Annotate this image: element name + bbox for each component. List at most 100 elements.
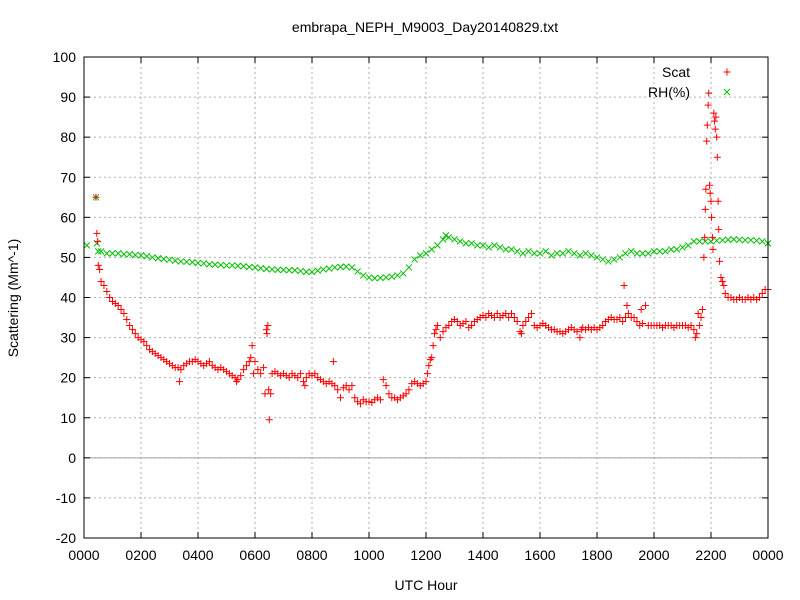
rh-point [131,251,139,259]
scat-point [436,334,444,342]
rh-point [496,244,504,251]
rh-point [228,262,236,269]
scat-point [205,358,213,366]
scat-point [694,310,702,318]
x-tick-label: 0600 [239,547,270,563]
scat-point [693,330,701,338]
rh-point [217,261,225,269]
scat-point [599,322,607,330]
rh-point [194,259,202,267]
scat-point [263,330,271,338]
x-tick-label: 0000 [68,547,99,563]
scat-point [247,354,255,362]
rh-point [622,250,629,257]
rh-point [245,263,253,271]
rh-point [445,234,453,241]
scat-point [329,358,337,366]
grid [84,57,768,538]
scat-point [573,328,581,336]
y-tick-label: 0 [68,450,76,466]
chart-title: embrapa_NEPH_M9003_Day20140829.txt [292,19,558,35]
rh-point [394,272,401,279]
rh-point [411,256,418,263]
scat-point [696,322,704,330]
rh-point [684,242,692,249]
x-axis-label: UTC Hour [394,577,457,593]
y-axis: -20 -10 0 10 20 30 40 50 60 70 80 90 100 [53,49,768,546]
scat-point [439,328,447,336]
rh-point [451,236,458,243]
scat-point [698,306,706,314]
y-axis-label: Scattering (Mm^-1) [5,239,21,358]
x-axis: 0000 0200 0400 0600 0800 1000 1200 1400 1600 1800… [68,57,784,563]
scat-point [126,322,134,330]
rh-point [263,265,270,273]
x-tick-label: 1200 [410,547,441,563]
rh-point [605,258,612,265]
scat-point [705,89,713,97]
scat-point [311,370,319,378]
rh-point [200,260,208,267]
rh-point [559,250,567,257]
rh-point [565,248,572,255]
y-tick-label: 60 [60,209,76,225]
scat-point [701,205,709,213]
rh-point [741,236,749,244]
scat-point [237,372,245,380]
scat-point [331,382,339,390]
rh-point [570,250,578,257]
rh-point [83,242,91,249]
rh-point [308,268,316,276]
rh-point [120,250,128,258]
rh-point [679,244,686,251]
y-tick-label: -10 [56,490,76,506]
rh-point [166,256,173,264]
scat-point [250,370,258,378]
scat-point [690,326,698,334]
scat-point [721,289,729,297]
rh-point [183,258,190,266]
scat-point [265,386,273,394]
rh-point [160,255,168,263]
rh-point [103,250,111,257]
scat-point [619,318,627,326]
scat-point [703,121,711,129]
rh-point [650,248,658,255]
scat-point [714,197,722,205]
rh-point [359,272,367,279]
rh-point [627,248,635,255]
rh-point [713,237,721,244]
rh-point [479,242,487,249]
rh-point [97,248,105,255]
scat-point [94,261,102,269]
rh-point [542,248,550,255]
rh-point [337,263,344,271]
scat-point [758,289,766,297]
scat-point [254,366,262,374]
scat-point [715,225,723,233]
rh-point [177,258,185,265]
scat-point [706,181,714,189]
x-tick-label: 2000 [638,547,669,563]
scat-point [234,376,242,384]
rh-point [633,250,641,257]
rh-point [644,250,652,257]
rh-point [667,246,675,253]
legend-marker-rh [723,88,731,96]
scat-point [710,109,718,117]
scat-point [262,326,270,334]
scat-point [711,125,719,133]
scat-point [128,326,136,334]
scat-point [301,382,309,390]
rh-point [513,248,521,255]
y-tick-label: 20 [60,370,76,386]
scat-point [468,322,476,330]
scat-point [385,390,393,398]
scat-point [94,237,102,245]
scat-point [365,398,373,406]
rh-point [422,250,430,257]
rh-point [405,264,413,271]
rh-point [536,250,544,257]
scat-point [345,386,353,394]
